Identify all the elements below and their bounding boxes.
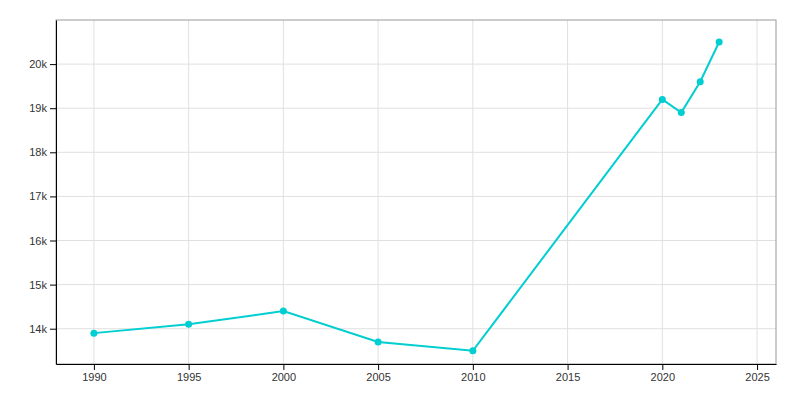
y-tick-mark	[50, 152, 56, 153]
x-tick-mark	[473, 364, 474, 370]
y-tick: 19k	[29, 102, 56, 114]
x-tick: 2025	[745, 364, 769, 383]
y-tick: 16k	[29, 235, 56, 247]
y-tick-mark	[50, 285, 56, 286]
x-tick-mark	[568, 364, 569, 370]
x-axis: 1990 1995 2000 2005 2010 2015 2020 2025	[57, 364, 777, 383]
y-tick-mark	[50, 108, 56, 109]
x-tick-mark	[378, 364, 379, 370]
x-tick-mark	[662, 364, 663, 370]
point	[375, 338, 382, 345]
grid-line	[378, 20, 379, 364]
marks	[90, 39, 722, 355]
y-tick-label: 17k	[29, 190, 47, 202]
y-axis-line	[56, 21, 57, 365]
grid-line	[56, 152, 776, 153]
y-tick: 14k	[29, 323, 56, 335]
point	[697, 78, 704, 85]
x-tick: 2010	[461, 364, 485, 383]
y-tick-mark	[50, 196, 56, 197]
x-tick: 1995	[177, 364, 201, 383]
grid-line	[662, 20, 663, 364]
point	[280, 308, 287, 315]
grid-line	[56, 240, 776, 241]
chart: 1990 1995 2000 2005 2010 2015 2020 2025 14k 15k 16…	[0, 0, 800, 400]
y-axis: 14k 15k 16k 17k 18k 19k 20k	[29, 21, 56, 365]
grid-line	[56, 108, 776, 109]
x-tick-label: 2020	[651, 371, 675, 383]
plot-area: 1990 1995 2000 2005 2010 2015 2020 2025 14k 15k 16…	[29, 20, 776, 383]
x-tick: 2020	[651, 364, 675, 383]
grid-line	[93, 20, 94, 364]
grid-line	[188, 20, 189, 364]
y-tick-mark	[50, 329, 56, 330]
y-tick-label: 15k	[29, 279, 47, 291]
point	[716, 39, 723, 46]
grid-line	[757, 20, 758, 364]
point	[659, 96, 666, 103]
y-tick-label: 20k	[29, 58, 47, 70]
y-tick-label: 14k	[29, 323, 47, 335]
grid-line	[567, 20, 568, 364]
y-tick-mark	[50, 64, 56, 65]
x-tick-label: 1990	[82, 371, 106, 383]
grid-line	[56, 284, 776, 285]
y-tick: 20k	[29, 58, 56, 70]
grid-line	[56, 328, 776, 329]
x-tick-label: 2025	[745, 371, 769, 383]
x-axis-line	[57, 364, 777, 365]
line	[94, 42, 719, 351]
x-tick-mark	[757, 364, 758, 370]
x-tick-label: 2000	[272, 371, 296, 383]
y-tick-label: 18k	[29, 146, 47, 158]
point	[678, 109, 685, 116]
y-tick-mark	[50, 241, 56, 242]
y-tick: 15k	[29, 279, 56, 291]
x-tick-mark	[94, 364, 95, 370]
x-tick-mark	[283, 364, 284, 370]
grid-line	[56, 64, 776, 65]
x-tick-label: 2010	[461, 371, 485, 383]
grid	[56, 20, 776, 364]
y-tick-label: 19k	[29, 102, 47, 114]
x-tick-label: 1995	[177, 371, 201, 383]
x-tick: 2000	[272, 364, 296, 383]
y-tick: 18k	[29, 146, 56, 158]
x-tick: 2005	[366, 364, 390, 383]
x-tick-label: 2005	[366, 371, 390, 383]
grid-line	[56, 196, 776, 197]
plot-frame	[56, 20, 776, 364]
y-tick: 17k	[29, 190, 56, 202]
point	[90, 330, 97, 337]
x-tick: 2015	[556, 364, 580, 383]
point	[185, 321, 192, 328]
point	[469, 347, 476, 354]
x-tick-label: 2015	[556, 371, 580, 383]
x-tick-mark	[189, 364, 190, 370]
grid-line	[472, 20, 473, 364]
y-tick-label: 16k	[29, 235, 47, 247]
x-tick: 1990	[82, 364, 106, 383]
